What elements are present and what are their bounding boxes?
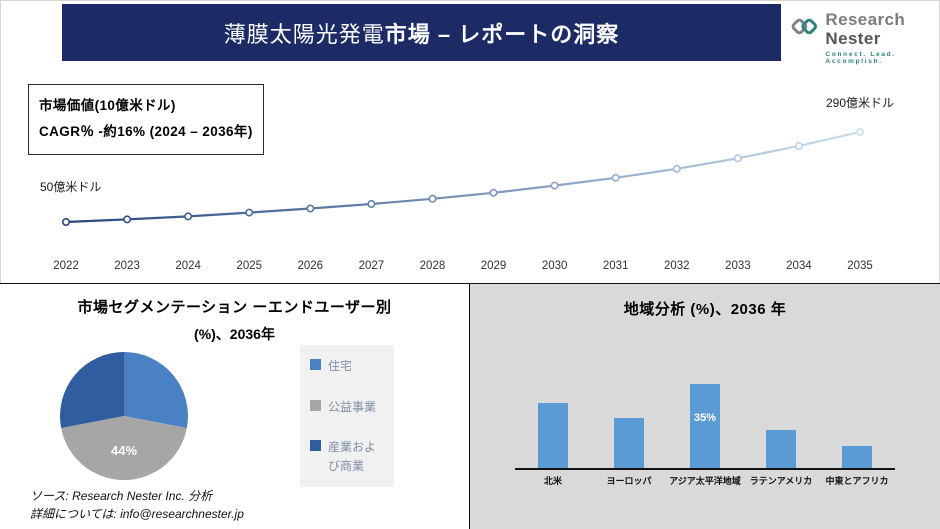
- x-tick-2027: 2027: [358, 260, 385, 272]
- legend-label: 住宅: [328, 359, 353, 373]
- line-marker-2022: [61, 218, 70, 227]
- line-marker-2028: [428, 194, 437, 203]
- bar-chart-bars: 35%: [515, 334, 895, 470]
- title-banner: 薄膜太陽光発電市場 – レポートの洞察: [62, 4, 781, 61]
- x-tick-2026: 2026: [297, 260, 324, 272]
- bar-2: 35%: [690, 384, 720, 468]
- logo-name-nester: Nester: [825, 28, 881, 48]
- legend-label: 産業および商業: [328, 440, 377, 473]
- line-marker-2035: [855, 127, 864, 136]
- legend-item-1: 公益事業: [310, 398, 384, 417]
- line-marker-2031: [611, 173, 620, 182]
- bar-column-3: [743, 429, 819, 468]
- x-tick-2034: 2034: [786, 260, 812, 272]
- line-marker-2027: [367, 200, 376, 209]
- line-marker-2033: [733, 154, 742, 163]
- bar-category-label-4: 中東とアフリカ: [825, 476, 889, 486]
- page-title: 薄膜太陽光発電市場 – レポートの洞察: [224, 17, 619, 49]
- bar-data-label: 35%: [693, 412, 717, 424]
- market-value-kpi-box: 市場価値(10億米ドル) CAGR％ -約16% (2024 – 2036年): [28, 84, 264, 155]
- segmentation-title: 市場セグメンテーション ーエンドユーザー別: [77, 299, 392, 316]
- x-tick-2028: 2028: [419, 260, 446, 272]
- legend-swatch: [310, 359, 321, 370]
- line-marker-2024: [184, 212, 193, 221]
- bar-column-4: [819, 446, 895, 468]
- regional-analysis-panel: 地域分析 (%)、2036 年 35% 北米 ヨーロッパ アジア太平洋地域 ラテンアメ…: [470, 284, 940, 529]
- logo-text: Research Nester Connect. Lead. Accomplis…: [825, 10, 940, 66]
- line-marker-2032: [672, 164, 681, 173]
- bar-1: [614, 417, 644, 468]
- legend-swatch: [310, 440, 321, 452]
- source-line: ソース: Research Nester Inc. 分析: [30, 489, 213, 503]
- bar-category-label-2: アジア太平洋地域: [669, 476, 741, 486]
- kpi-line-market-value: 市場価値(10億米ドル): [39, 98, 176, 113]
- line-marker-2026: [306, 204, 315, 213]
- logo-tagline: Connect. Lead. Accomplish.: [825, 51, 896, 66]
- bar-column-0: [515, 403, 591, 468]
- pie-slice-0: [124, 352, 189, 428]
- bar-4: [842, 446, 872, 468]
- segmentation-subtitle: (%)、2036年: [194, 326, 275, 342]
- logo-name: Research Nester: [825, 10, 940, 48]
- line-marker-2030: [550, 181, 559, 190]
- research-nester-logo: Research Nester Connect. Lead. Accomplis…: [790, 10, 940, 66]
- regional-bar-chart: 35% 北米 ヨーロッパ アジア太平洋地域 ラテンアメリカ 中東とアフリカ: [515, 334, 895, 487]
- x-tick-2029: 2029: [480, 260, 507, 272]
- x-tick-2032: 2032: [663, 260, 690, 272]
- page-title-regular: 薄膜太陽光発電: [223, 21, 385, 47]
- pie-slice-1: [61, 416, 187, 481]
- line-marker-2023: [123, 215, 132, 224]
- bar-0: [538, 403, 568, 468]
- line-end-label: 290億米ドル: [826, 96, 895, 110]
- chain-link-icon: [791, 18, 818, 35]
- segmentation-panel: 市場セグメンテーション ーエンドユーザー別 (%)、2036年 44% 住宅公益…: [0, 284, 470, 529]
- bar-column-1: [591, 417, 667, 468]
- line-chart-svg: [61, 127, 864, 227]
- x-tick-2022: 2022: [53, 260, 79, 272]
- legend-label: 公益事業: [328, 399, 377, 414]
- pie-slice-2: [59, 352, 124, 428]
- bar-chart-labels: 北米 ヨーロッパ アジア太平洋地域 ラテンアメリカ 中東とアフリカ: [515, 474, 895, 487]
- x-tick-2024: 2024: [175, 260, 201, 272]
- legend-swatch: [310, 399, 321, 411]
- kpi-line-cagr: CAGR％ -約16% (2024 – 2036年): [39, 124, 253, 140]
- bar-3: [766, 429, 796, 468]
- contact-line: 詳細については: info@researchnester.jp: [30, 507, 244, 521]
- regional-analysis-title: 地域分析 (%)、2036 年: [623, 301, 787, 318]
- x-tick-2031: 2031: [602, 260, 629, 272]
- legend-item-0: 住宅: [310, 357, 384, 376]
- legend-item-2: 産業および商業: [310, 438, 384, 475]
- market-value-line-chart: 50億米ドル 290億米ドル 2022 2023 2024 2025 2026 2027 2…: [30, 92, 910, 284]
- bar-category-label-1: ヨーロッパ: [606, 476, 652, 486]
- line-marker-2025: [245, 208, 254, 217]
- x-tick-2030: 2030: [541, 260, 568, 272]
- pie-chart-svg: 44%: [59, 352, 189, 481]
- pie-legend: 住宅公益事業産業および商業: [300, 345, 394, 488]
- x-tick-2035: 2035: [847, 260, 873, 272]
- bar-column-2: 35%: [667, 384, 743, 468]
- section-divider: [0, 283, 940, 284]
- x-axis-labels: 2022 2023 2024 2025 2026 2027 2028 2029 2030 2031…: [30, 260, 910, 276]
- source-footer: ソース: Research Nester Inc. 分析 詳細については: in…: [30, 487, 244, 523]
- page-title-bold: 市場 – レポートの洞察: [384, 21, 620, 47]
- bar-category-label-3: ラテンアメリカ: [749, 476, 813, 486]
- line-marker-2029: [489, 188, 498, 197]
- pie-data-label: 44%: [111, 443, 137, 458]
- line-series: [65, 130, 861, 224]
- x-tick-2023: 2023: [114, 260, 140, 272]
- bar-category-label-0: 北米: [543, 476, 562, 486]
- x-tick-2025: 2025: [236, 260, 263, 272]
- line-marker-2034: [794, 141, 803, 150]
- logo-name-research: Research: [825, 10, 906, 29]
- line-start-label: 50億米ドル: [40, 180, 102, 194]
- x-tick-2033: 2033: [725, 260, 751, 272]
